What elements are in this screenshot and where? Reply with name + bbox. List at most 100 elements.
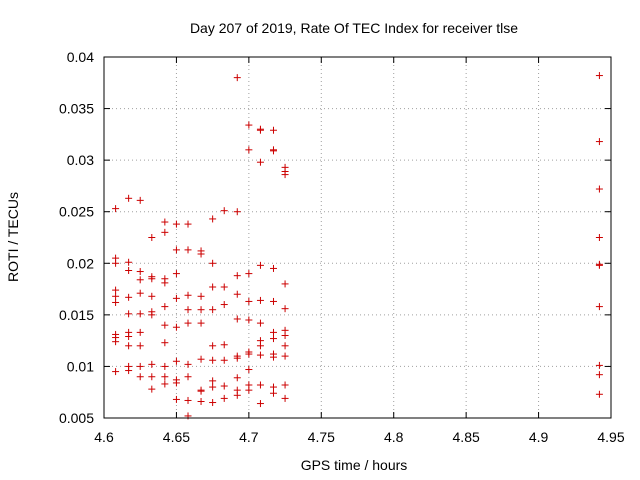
- data-point: [136, 268, 144, 276]
- data-point: [269, 147, 277, 155]
- data-point: [209, 383, 217, 391]
- data-point: [595, 138, 603, 146]
- x-tick-label: 4.75: [308, 429, 335, 445]
- data-point: [256, 296, 264, 304]
- data-point: [136, 373, 144, 381]
- data-point: [161, 321, 169, 329]
- data-point: [112, 298, 120, 306]
- y-axis-label: ROTI / TECUs: [5, 192, 21, 282]
- data-point: [245, 146, 253, 154]
- data-point: [148, 275, 156, 283]
- data-point: [595, 303, 603, 311]
- data-point: [184, 319, 192, 327]
- data-point: [136, 276, 144, 284]
- data-point: [197, 319, 205, 327]
- data-point: [136, 196, 144, 204]
- data-point: [245, 297, 253, 305]
- y-tick-label: 0.005: [59, 410, 94, 426]
- data-point: [161, 303, 169, 311]
- data-point: [256, 319, 264, 327]
- data-point: [148, 311, 156, 319]
- data-point: [112, 205, 120, 213]
- data-point: [220, 356, 228, 364]
- x-tick-label: 4.85: [453, 429, 480, 445]
- data-point: [125, 293, 133, 301]
- x-tick-label: 4.8: [384, 429, 404, 445]
- data-point: [148, 292, 156, 300]
- data-point: [197, 397, 205, 405]
- data-point: [256, 351, 264, 359]
- data-point: [197, 355, 205, 363]
- data-point: [136, 362, 144, 370]
- data-point: [125, 333, 133, 341]
- data-point: [209, 259, 217, 267]
- data-point: [125, 194, 133, 202]
- data-point: [220, 207, 228, 215]
- x-tick-label: 4.6: [94, 429, 114, 445]
- x-tick-label: 4.95: [597, 429, 624, 445]
- plot-frame: [103, 56, 612, 419]
- data-point: [269, 126, 277, 134]
- data-point: [233, 315, 241, 323]
- data-point: [136, 342, 144, 350]
- data-point: [197, 292, 205, 300]
- data-point: [269, 383, 277, 391]
- y-tick-label: 0.01: [67, 358, 94, 374]
- data-point: [281, 381, 289, 389]
- data-point: [220, 283, 228, 291]
- data-point: [256, 126, 264, 134]
- data-point: [220, 341, 228, 349]
- data-point: [269, 264, 277, 272]
- data-point: [209, 377, 217, 385]
- data-point: [281, 280, 289, 288]
- data-point: [269, 353, 277, 361]
- data-point: [209, 215, 217, 223]
- data-point: [184, 291, 192, 299]
- data-point: [233, 208, 241, 216]
- data-point: [125, 342, 133, 350]
- data-point: [184, 373, 192, 381]
- data-point: [220, 382, 228, 390]
- data-point: [595, 371, 603, 379]
- data-point: [281, 305, 289, 313]
- data-point: [125, 267, 133, 275]
- data-point: [269, 297, 277, 305]
- data-point: [136, 310, 144, 318]
- data-point: [148, 360, 156, 368]
- data-point: [172, 357, 180, 365]
- data-point: [220, 394, 228, 402]
- data-point: [161, 279, 169, 287]
- data-point: [112, 292, 120, 300]
- data-point: [256, 400, 264, 408]
- data-point: [245, 386, 253, 394]
- data-point: [172, 294, 180, 302]
- data-point: [161, 380, 169, 388]
- data-point: [148, 385, 156, 393]
- data-point: [184, 360, 192, 368]
- data-point: [112, 259, 120, 267]
- data-point: [209, 342, 217, 350]
- data-point: [233, 290, 241, 298]
- y-tick-label: 0.02: [67, 255, 94, 271]
- data-point: [112, 368, 120, 376]
- data-point: [233, 391, 241, 399]
- data-point: [125, 367, 133, 375]
- data-point: [148, 373, 156, 381]
- data-point: [172, 220, 180, 228]
- data-point: [256, 261, 264, 269]
- x-tick-label: 4.7: [239, 429, 259, 445]
- data-point: [184, 220, 192, 228]
- data-point: [595, 361, 603, 369]
- data-point: [172, 270, 180, 278]
- data-point: [595, 261, 603, 269]
- data-point: [136, 328, 144, 336]
- data-point: [281, 352, 289, 360]
- data-point: [269, 328, 277, 336]
- data-point: [172, 379, 180, 387]
- data-point: [125, 258, 133, 266]
- data-point: [233, 354, 241, 362]
- data-point: [595, 234, 603, 241]
- data-point: [595, 72, 603, 80]
- y-tick-label: 0.015: [59, 307, 94, 323]
- data-point: [269, 389, 277, 397]
